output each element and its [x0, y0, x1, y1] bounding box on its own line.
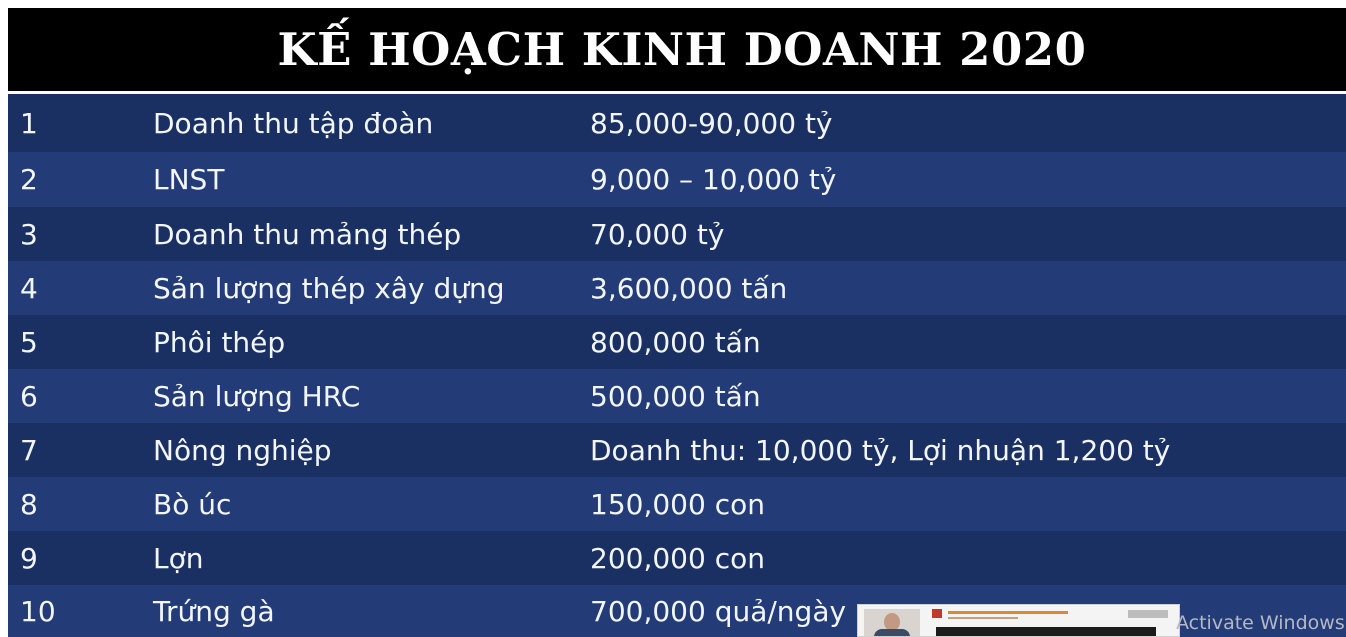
thumbnail-subheading-graphic — [948, 617, 1018, 619]
table-row: 3 Doanh thu mảng thép 70,000 tỷ — [8, 207, 1346, 261]
row-number: 1 — [20, 106, 38, 140]
table-row: 2 LNST 9,000 – 10,000 tỷ — [8, 152, 1346, 207]
row-value: 85,000-90,000 tỷ — [590, 106, 833, 140]
thumbnail-screen-graphic — [936, 627, 1156, 636]
row-number: 8 — [20, 487, 38, 521]
row-value: 200,000 con — [590, 541, 765, 575]
title-divider — [8, 91, 1346, 94]
channel-logo-icon — [932, 609, 942, 618]
row-number: 9 — [20, 541, 38, 575]
row-item: LNST — [153, 163, 225, 196]
row-value: 3,600,000 tấn — [590, 271, 788, 305]
table-row: 6 Sản lượng HRC 500,000 tấn — [8, 369, 1346, 423]
slide-title-bar: KẾ HOẠCH KINH DOANH 2020 — [8, 8, 1346, 91]
row-value: 150,000 con — [590, 487, 765, 521]
presenter-image — [864, 609, 920, 636]
row-number: 6 — [20, 379, 38, 413]
table-row: 5 Phôi thép 800,000 tấn — [8, 315, 1346, 369]
row-number: 3 — [20, 217, 38, 251]
row-number: 2 — [20, 163, 38, 196]
video-thumbnail-overlay[interactable] — [857, 604, 1180, 637]
row-value: 70,000 tỷ — [590, 217, 725, 251]
row-item: Doanh thu tập đoàn — [153, 106, 434, 140]
row-value: 9,000 – 10,000 tỷ — [590, 163, 837, 196]
row-item: Bò úc — [153, 487, 232, 521]
row-item: Lợn — [153, 541, 204, 575]
row-number: 7 — [20, 433, 38, 467]
row-item: Nông nghiệp — [153, 433, 332, 467]
row-value: Doanh thu: 10,000 tỷ, Lợi nhuận 1,200 tỷ — [590, 433, 1171, 467]
business-plan-table: 1 Doanh thu tập đoàn 85,000-90,000 tỷ 2 … — [8, 94, 1346, 637]
thumbnail-heading-graphic — [948, 611, 1068, 614]
brand-logo-graphic — [1128, 610, 1168, 618]
table-row: 8 Bò úc 150,000 con — [8, 477, 1346, 531]
presenter-body-shape — [874, 629, 910, 636]
row-item: Phôi thép — [153, 325, 286, 359]
presenter-head-shape — [884, 613, 900, 631]
row-number: 4 — [20, 271, 38, 305]
table-row: 4 Sản lượng thép xây dựng 3,600,000 tấn — [8, 261, 1346, 315]
table-row: 9 Lợn 200,000 con — [8, 531, 1346, 585]
row-number: 5 — [20, 325, 38, 359]
row-item: Doanh thu mảng thép — [153, 217, 462, 251]
row-item: Sản lượng thép xây dựng — [153, 271, 505, 305]
row-number: 10 — [20, 594, 56, 628]
row-item: Sản lượng HRC — [153, 379, 361, 413]
row-item: Trứng gà — [153, 594, 275, 628]
row-value: 500,000 tấn — [590, 379, 761, 413]
table-row: 7 Nông nghiệp Doanh thu: 10,000 tỷ, Lợi … — [8, 423, 1346, 477]
row-value: 800,000 tấn — [590, 325, 761, 359]
slide-title: KẾ HOẠCH KINH DOANH 2020 — [277, 23, 1087, 76]
row-value: 700,000 quả/ngày — [590, 594, 847, 628]
activate-windows-watermark: Activate Windows — [1176, 612, 1344, 634]
table-row: 1 Doanh thu tập đoàn 85,000-90,000 tỷ — [8, 94, 1346, 152]
